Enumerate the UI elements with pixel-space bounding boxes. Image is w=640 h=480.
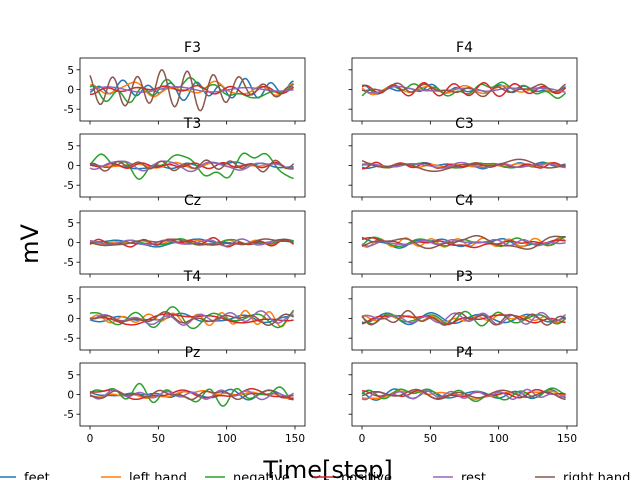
x-tick-label: 150 [285, 433, 305, 445]
series-line-right-hand [361, 82, 567, 98]
y-tick-label: 5 [67, 218, 74, 230]
y-tick-label: -5 [64, 180, 74, 192]
y-tick-label: 0 [67, 238, 74, 250]
panel-title: F4 [456, 40, 473, 56]
legend-label: rest [461, 471, 486, 480]
legend-item: right hand [535, 471, 630, 480]
panel-title: T4 [183, 269, 202, 285]
x-tick-label: 0 [87, 433, 94, 445]
panel-title: C4 [455, 193, 474, 209]
series-line-negative [89, 76, 295, 104]
panel-title: T3 [183, 116, 201, 132]
y-tick-label: 0 [67, 85, 74, 97]
series-line-rest [89, 86, 294, 93]
series-line-right-hand [361, 309, 566, 326]
series-line-right-hand [361, 388, 566, 401]
panel-title: P3 [456, 269, 473, 285]
series-line-right-hand [89, 311, 294, 326]
series-line-rest [361, 238, 566, 247]
panel-title: Cz [184, 193, 201, 209]
y-tick-label: 5 [67, 65, 74, 77]
y-axis-label: mV [16, 224, 44, 264]
series-line-rest [361, 85, 566, 94]
series-line-right-hand [89, 238, 294, 247]
x-tick-label: 0 [359, 433, 366, 445]
y-tick-label: 0 [67, 390, 74, 402]
series-line-right-hand [90, 389, 294, 401]
panel-cz: -5 0 5 Cz [64, 193, 306, 278]
series-line-right-hand [89, 69, 295, 112]
series-line-positive [361, 236, 566, 249]
series-line-negative [89, 382, 294, 407]
legend-label: positive [341, 471, 392, 480]
legend-item: positive [313, 471, 392, 480]
panel-p4: 0 50 100 150 P4 [348, 345, 578, 445]
x-tick-label: 150 [557, 433, 577, 445]
y-tick-label: 0 [67, 314, 74, 326]
y-tick-label: -5 [64, 409, 74, 421]
y-tick-label: -5 [64, 104, 74, 116]
series-line-right-hand [361, 235, 566, 250]
series-line-rest [361, 161, 566, 169]
panel-title: Pz [185, 345, 201, 361]
y-tick-label: 5 [67, 294, 74, 306]
y-tick-label: 0 [67, 161, 74, 173]
panel-c4: C4 [348, 193, 578, 278]
legend-item: left hand [101, 471, 187, 480]
x-tick-label: 100 [217, 433, 237, 445]
panel-f4: F4 [348, 40, 578, 125]
y-tick-label: 5 [67, 370, 74, 382]
series-line-positive [361, 81, 567, 98]
legend-label: left hand [129, 471, 187, 480]
panel-title: F3 [184, 40, 201, 56]
series-line-right-hand [89, 159, 295, 173]
series-line-negative [361, 310, 567, 327]
legend-item: rest [433, 471, 486, 480]
series-line-rest [89, 389, 294, 401]
panel-title: C3 [455, 116, 474, 132]
panel-title: P4 [456, 345, 473, 361]
y-tick-label: -5 [64, 333, 74, 345]
legend-item: negative [205, 471, 290, 480]
legend-label: right hand [563, 471, 630, 480]
legend-label: feet [24, 471, 50, 480]
series-line-positive [89, 161, 294, 170]
y-tick-label: -5 [64, 257, 74, 269]
x-tick-label: 100 [489, 433, 509, 445]
panel-t4: -5 0 5 T4 [64, 269, 306, 354]
panel-f3: -5 0 5 F3 [64, 40, 306, 125]
legend-item: feet [0, 471, 50, 480]
panel-p3: P3 [348, 269, 578, 354]
legend: feet left hand negative positive rest right h… [0, 471, 630, 480]
x-tick-label: 50 [424, 433, 437, 445]
x-axis-label: Time[step] [262, 456, 392, 480]
panel-t3: -5 0 5 T3 [64, 116, 306, 201]
legend-label: negative [233, 471, 290, 480]
series-line-right-hand [361, 158, 566, 172]
panel-c3: C3 [348, 116, 578, 201]
series-line-rest [361, 388, 566, 401]
series-line-rest [361, 311, 567, 326]
series-line-rest [89, 160, 294, 173]
x-tick-label: 50 [152, 433, 165, 445]
y-tick-label: 5 [67, 141, 74, 153]
